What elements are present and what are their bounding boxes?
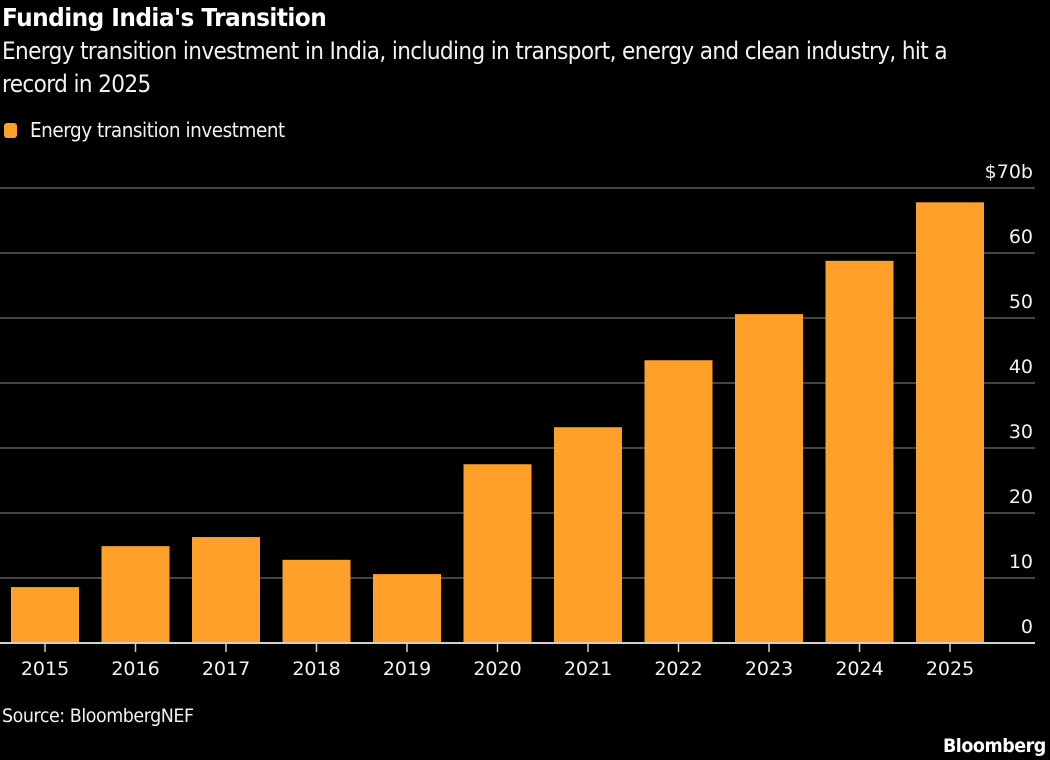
x-tick-label: 2018 (292, 658, 340, 680)
bar-2025 (916, 202, 984, 644)
bar-2020 (463, 464, 532, 643)
y-tick-label: 40 (1009, 356, 1033, 378)
x-tick-label: 2016 (111, 658, 159, 680)
bar-2021 (554, 427, 622, 643)
x-tick-label: 2017 (202, 658, 250, 680)
legend-swatch-icon (4, 122, 17, 138)
bar-2017 (192, 537, 260, 643)
y-tick-label: $70b (985, 161, 1033, 183)
y-tick-label: 60 (1009, 226, 1033, 248)
y-tick-label: 0 (1021, 616, 1033, 638)
y-tick-label: 10 (1009, 551, 1033, 573)
y-tick-label: 30 (1009, 421, 1033, 443)
x-tick-label: 2015 (21, 658, 69, 680)
bar-2016 (101, 546, 170, 643)
y-tick-label: 20 (1009, 486, 1033, 508)
x-tick-label: 2021 (564, 658, 612, 680)
gridlines (0, 187, 1035, 579)
chart-subtitle: Energy transition investment in India, i… (2, 37, 948, 98)
x-tick-label: 2025 (926, 658, 974, 680)
bar-2023 (735, 314, 803, 643)
bloomberg-logo: Bloomberg (943, 735, 1046, 757)
legend: Energy transition investment (4, 118, 307, 142)
bar-2019 (373, 574, 441, 643)
legend-label: Energy transition investment (30, 118, 285, 142)
source-note: Source: BloombergNEF (2, 705, 194, 727)
x-tick-label: 2019 (383, 658, 431, 680)
bar-2015 (11, 587, 79, 643)
y-tick-label: 50 (1009, 291, 1033, 313)
bar-2024 (825, 260, 894, 643)
bars (11, 202, 984, 644)
x-tick-label: 2020 (473, 658, 521, 680)
bar-2018 (282, 559, 351, 643)
x-axis: 2015 2016 2017 2018 2019 2020 2021 2022 2023 2024… (0, 642, 1035, 680)
y-axis-ticks: 0 10 20 30 40 50 60 $70b (985, 161, 1033, 638)
x-tick-label: 2024 (835, 658, 883, 680)
chart-title: Funding India's Transition (2, 3, 327, 32)
x-tick-label: 2022 (654, 658, 702, 680)
bar-2022 (644, 360, 713, 643)
x-tick-label: 2023 (745, 658, 793, 680)
